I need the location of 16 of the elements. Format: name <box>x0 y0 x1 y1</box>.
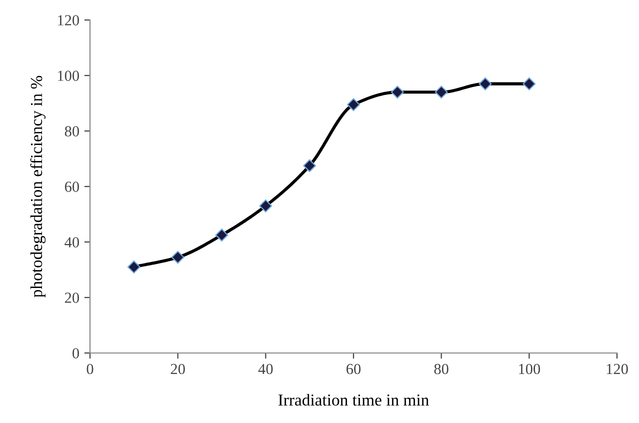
y-tick-label: 60 <box>64 182 79 192</box>
y-axis-title: photodegradation efficiency in % <box>30 76 46 298</box>
x-tick-label: 20 <box>170 364 185 374</box>
y-tick-label: 120 <box>58 15 79 26</box>
y-tick-label: 80 <box>64 126 79 136</box>
y-tick-label: 100 <box>58 70 79 81</box>
x-tick-label: 60 <box>346 364 361 374</box>
x-tick-label: 80 <box>434 364 448 374</box>
x-tick-label: 120 <box>606 364 628 374</box>
x-tick-label: 0 <box>86 364 94 374</box>
x-axis-title: Irradiation time in min <box>278 394 429 406</box>
y-tick-label: 0 <box>72 348 79 358</box>
y-tick-label: 20 <box>64 292 79 303</box>
x-tick-label: 40 <box>258 364 273 374</box>
x-tick-label: 100 <box>519 364 540 374</box>
y-tick-label: 40 <box>64 237 79 248</box>
